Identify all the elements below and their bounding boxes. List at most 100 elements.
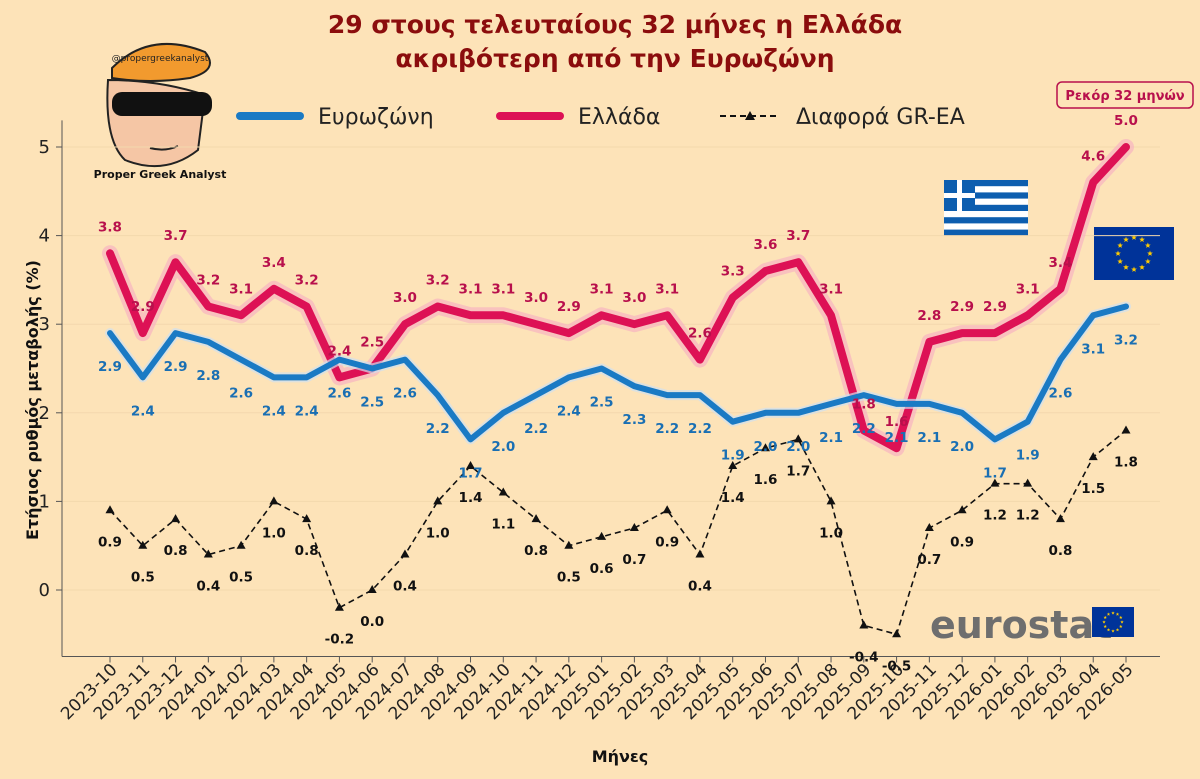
brand-hair-icon [111,42,211,82]
diff-point [1023,478,1033,487]
diff-point [105,505,115,514]
diff-value-label: 1.0 [426,525,450,541]
greece-value-label: 3.4 [1048,255,1072,271]
diff-point [1121,425,1131,434]
eurozone-value-label: 2.3 [622,412,646,428]
y-tick-label: 2 [39,403,50,424]
diff-point [236,540,246,549]
diff-value-label: 1.5 [1081,481,1105,497]
greece-value-label: 2.4 [327,343,351,359]
eurozone-value-label: 2.1 [819,430,843,446]
greece-value-label: 2.5 [360,335,384,351]
eu-star-icon [1111,611,1115,615]
eu-star-icon [1119,624,1123,628]
svg-text:Διαφορά GR-EA: Διαφορά GR-EA [796,105,965,130]
chart-title-line-2: ακριβότερη από την Ευρωζώνη [395,44,834,73]
eurozone-value-label: 2.6 [393,386,417,402]
diff-point [662,505,672,514]
eurozone-value-label: 2.5 [590,395,614,411]
diff-point [629,522,639,531]
diff-point [1055,514,1065,523]
diff-point [466,460,476,469]
svg-text:Ευρωζώνη: Ευρωζώνη [318,105,434,130]
diff-value-label: 0.8 [164,543,188,559]
eurozone-value-label: 2.2 [426,421,450,437]
eu-star-icon [1145,242,1151,248]
eu-star-icon [1123,236,1129,243]
diff-value-label: 0.4 [196,579,220,595]
y-tick-label: 1 [39,491,50,512]
plot-area [102,139,1134,638]
diff-point [924,522,934,531]
greece-value-label: 3.1 [459,281,483,297]
greece-value-label: 3.2 [295,272,319,288]
eu-flag-icon [1094,227,1174,280]
eurozone-value-label: 2.4 [557,403,581,419]
greece-value-label: 2.9 [983,299,1007,315]
eurozone-value-label: 2.4 [131,403,155,419]
svg-text:@propergreekanalyst: @propergreekanalyst [112,54,209,64]
svg-text:eurostat: eurostat [930,603,1112,647]
eu-star-icon [1115,612,1120,616]
greece-value-label: 4.6 [1081,148,1105,164]
eu-star-icon [1123,264,1129,270]
diff-value-label: 0.4 [688,579,712,595]
greece-value-label: 3.0 [524,290,548,306]
eurozone-value-label: 2.6 [1048,386,1072,402]
y-tick-label: 3 [39,314,50,335]
eu-star-icon [1102,620,1106,624]
eu-star-icon [1111,629,1115,633]
greece-value-label: 3.7 [786,228,810,244]
greece-value-label: 5.0 [1114,113,1138,129]
diff-value-label: 0.9 [98,534,122,550]
chart-title-line-1: 29 στους τελευταίους 32 μήνες η Ελλάδα [328,10,902,39]
eurozone-value-label: 2.6 [327,386,351,402]
eu-star-icon [1115,628,1120,632]
eu-star-icon [1139,236,1145,243]
eu-star-icon [1120,620,1124,624]
eurozone-value-label: 2.2 [524,421,548,437]
diff-value-label: 0.7 [917,552,941,568]
greece-value-label: 3.0 [393,290,417,306]
eurozone-value-label: 2.5 [360,395,384,411]
diff-point [302,514,312,523]
diff-value-label: 1.6 [754,472,778,488]
diff-point [531,514,541,523]
eu-star-icon [1139,264,1145,270]
greece-value-label: 2.8 [917,308,941,324]
diff-value-label: 1.8 [1114,455,1138,471]
diff-point [695,549,705,558]
series-line-diff [109,429,1127,636]
diff-point [498,487,508,496]
diff-value-label: 0.5 [229,570,253,586]
greece-value-label: 3.0 [622,290,646,306]
greece-value-label: 1.6 [885,414,909,430]
diff-value-label: 0.8 [1048,543,1072,559]
eu-star-icon [1106,612,1111,616]
series-line-greece [106,143,1130,453]
greece-value-label: 3.1 [229,281,253,297]
diff-value-label: 1.4 [721,490,745,506]
eurozone-value-label: 2.4 [262,403,286,419]
diff-value-label: 0.8 [524,543,548,559]
eurozone-value-label: 2.9 [164,359,188,375]
diff-point [728,460,738,469]
legend: Ευρωζώνη Ελλάδα Διαφορά GR-EA [236,105,965,130]
diff-value-label: 0.5 [557,570,581,586]
record-annotation: Ρεκόρ 32 μηνών [1056,81,1194,109]
y-tick-label: 4 [39,226,50,247]
eurozone-value-label: 2.1 [885,430,909,446]
diff-value-label: 0.6 [590,561,614,577]
eurozone-value-label: 2.8 [196,368,220,384]
diff-point [760,443,770,452]
eurozone-value-label: 1.9 [1016,448,1040,464]
diff-point [334,602,344,611]
eurostat-logo: eurostat [930,603,1134,647]
brand-logo: @propergreekanalyst Proper Greek Analyst [94,42,226,181]
diff-value-label: 1.2 [1016,508,1040,524]
greece-value-label: 3.1 [655,281,679,297]
eurozone-value-label: 2.1 [917,430,941,446]
svg-text:Ρεκόρ 32 μηνών: Ρεκόρ 32 μηνών [1065,89,1184,104]
eu-star-icon [1147,250,1153,256]
greece-value-label: 2.9 [950,299,974,315]
